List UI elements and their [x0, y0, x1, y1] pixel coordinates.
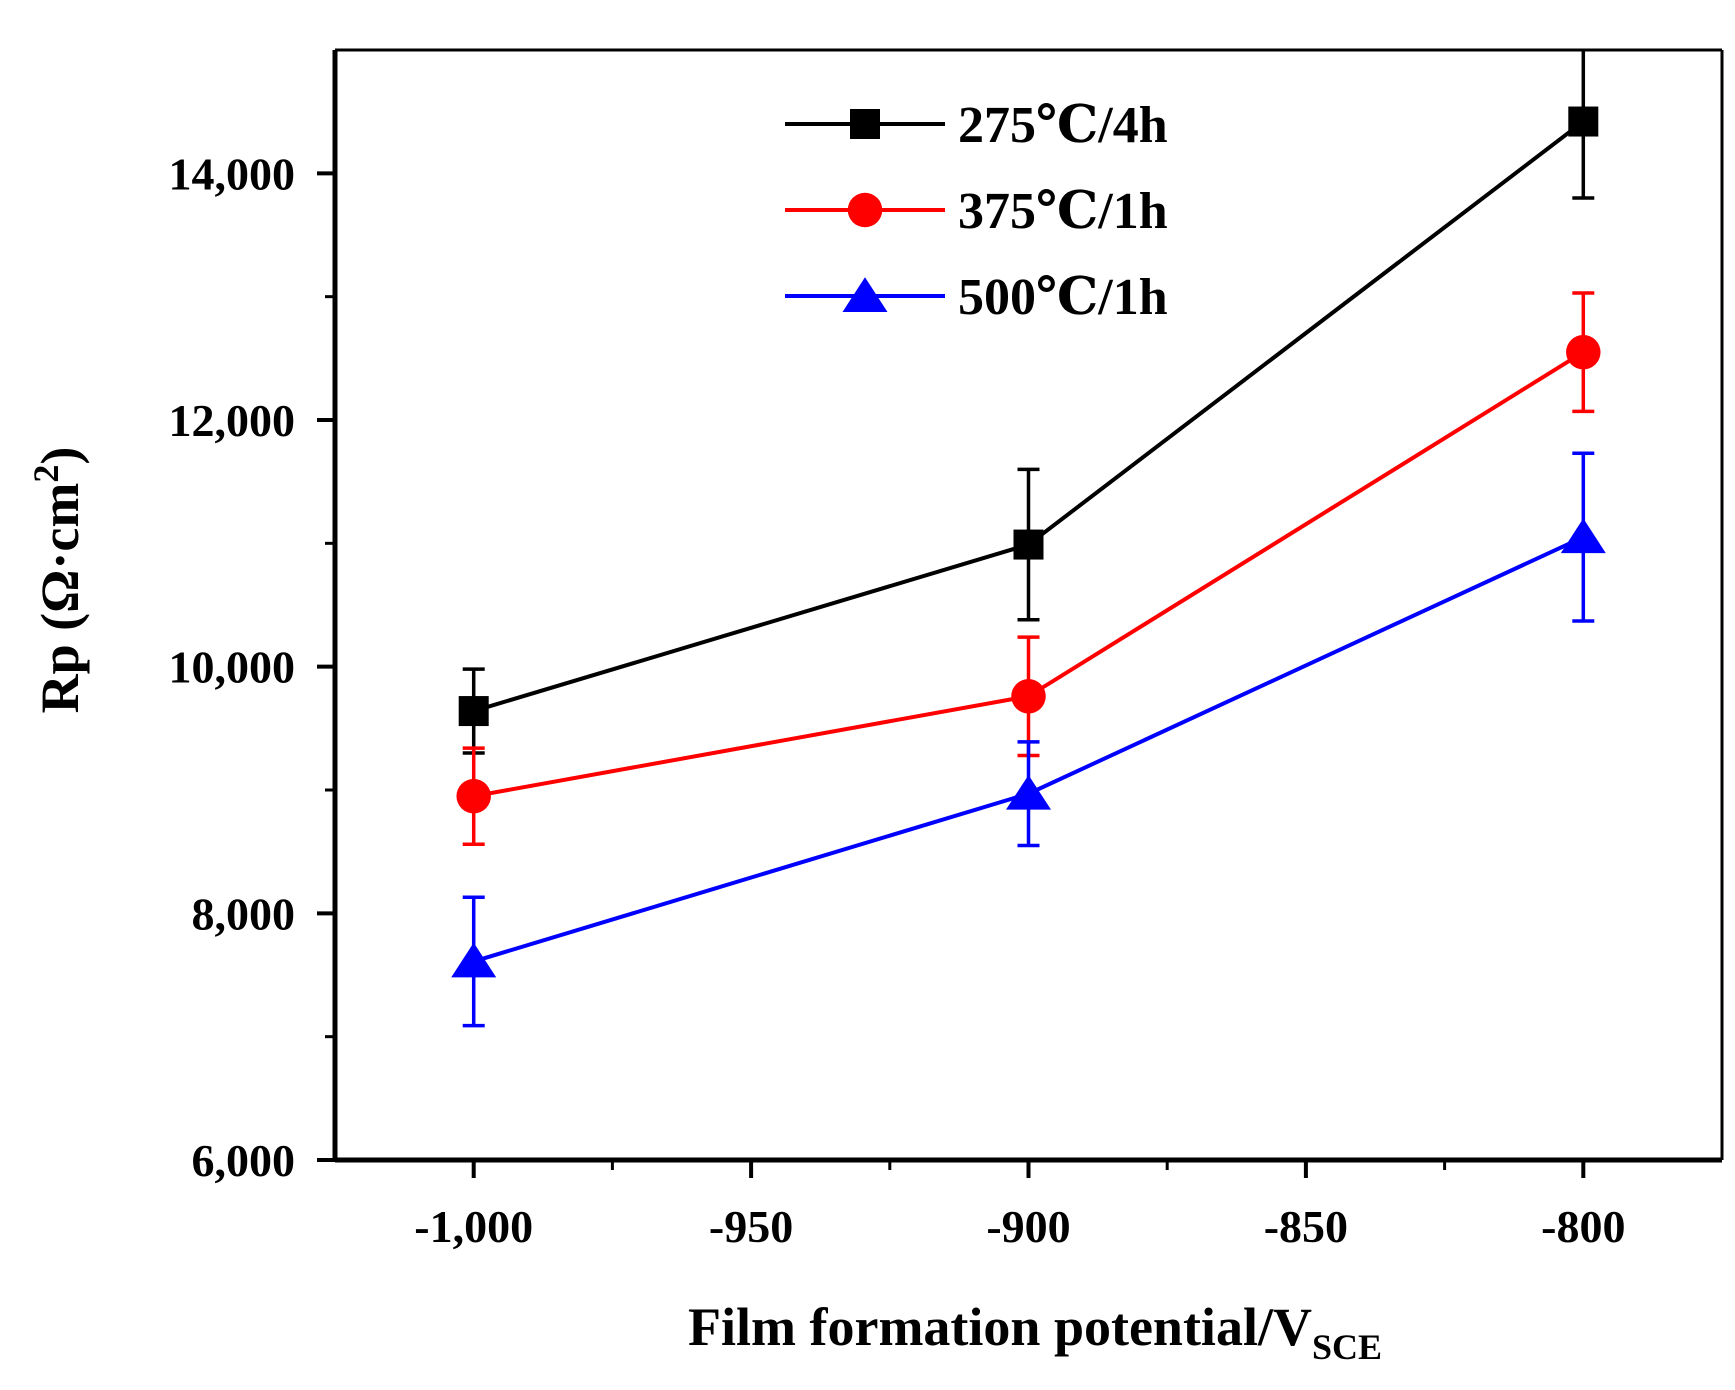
data-point: [458, 696, 489, 727]
data-point: [1560, 518, 1606, 554]
x-tick-label: -850: [1264, 1201, 1348, 1252]
data-point: [1566, 334, 1601, 370]
series-layer: [451, 50, 1606, 1028]
legend-label: 275℃/4h: [958, 97, 1168, 154]
series-1: [458, 50, 1599, 755]
series-3: [451, 451, 1606, 1028]
data-point: [1006, 774, 1051, 810]
plot-axes: -1,000 -950 -900 -850 -800 6,000 8,000 10,000 12…: [169, 48, 1724, 1252]
legend-item-1: 275℃/4h: [785, 97, 1168, 154]
data-point: [1011, 679, 1046, 714]
y-axis-label: Rp (Ω·cm2): [26, 447, 90, 714]
y-tick-label: 8,000: [192, 888, 296, 939]
x-tick-label: -1,000: [414, 1201, 533, 1252]
legend-label: 500℃/1h: [958, 269, 1168, 326]
legend-marker: [847, 192, 883, 228]
legend: 275℃/4h 375℃/1h 500℃/1h: [785, 97, 1168, 326]
y-tick-label: 14,000: [169, 148, 296, 199]
legend-marker: [850, 109, 880, 139]
data-point: [456, 778, 491, 814]
data-point: [1013, 529, 1044, 560]
legend-item-3: 500℃/1h: [785, 269, 1168, 326]
y-tick-label: 12,000: [169, 395, 296, 446]
data-point: [1568, 106, 1599, 137]
x-axis-label: Film formation potential/VSCE: [688, 1297, 1382, 1367]
x-tick-label: -800: [1541, 1201, 1625, 1252]
y-tick-label: 6,000: [192, 1135, 296, 1186]
legend-item-2: 375℃/1h: [785, 183, 1168, 240]
x-tick-label: -950: [709, 1201, 793, 1252]
legend-marker: [842, 277, 888, 312]
x-tick-label: -900: [986, 1201, 1070, 1252]
y-tick-label: 10,000: [169, 642, 296, 693]
series-2: [456, 291, 1601, 847]
data-point: [451, 942, 497, 978]
legend-label: 375℃/1h: [958, 183, 1168, 240]
